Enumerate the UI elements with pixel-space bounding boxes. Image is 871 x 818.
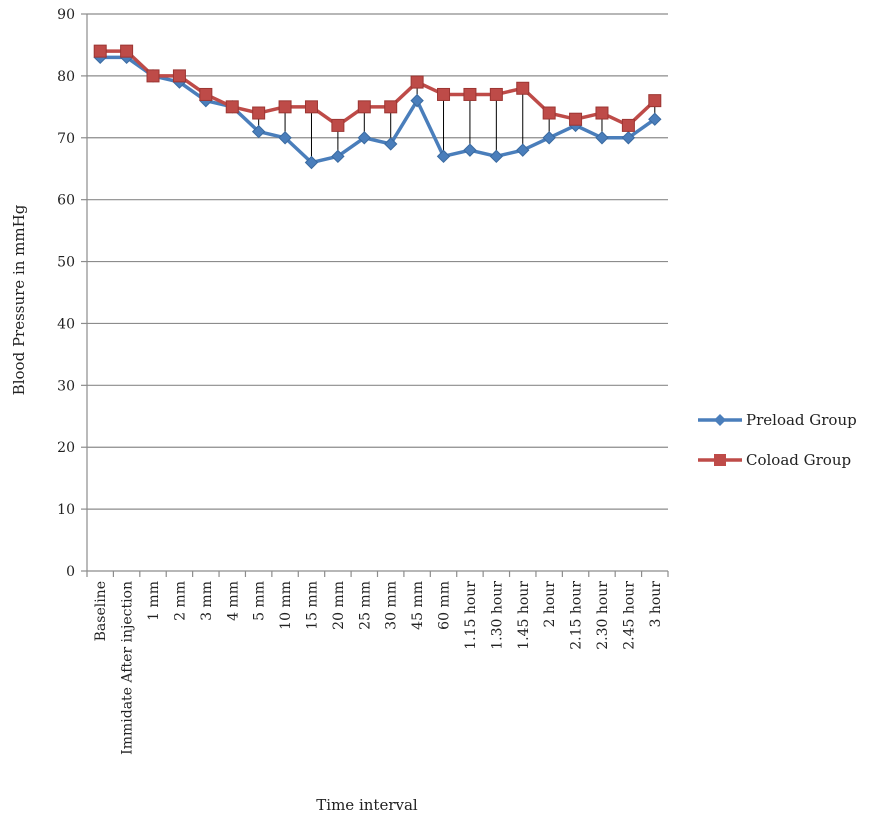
data-point — [357, 131, 372, 145]
data-point — [357, 100, 371, 114]
data-point — [410, 93, 424, 108]
x-axis-label: Time interval — [316, 796, 418, 814]
x-tick-label: 25 mm — [357, 581, 373, 630]
data-point — [595, 131, 609, 145]
data-point — [463, 143, 477, 157]
x-tick-label: 60 mm — [437, 581, 453, 630]
x-tick-label: 2.30 hour — [595, 581, 611, 650]
series-coload-group — [93, 44, 662, 132]
gridlines — [81, 13, 669, 577]
data-point — [489, 149, 504, 164]
legend-label: Preload Group — [746, 411, 857, 429]
x-tick-label: 1.45 hour — [516, 581, 532, 650]
series-group — [93, 44, 662, 170]
data-point — [199, 87, 213, 101]
data-point — [648, 112, 662, 126]
y-tick-label: 90 — [57, 7, 75, 23]
data-point — [146, 69, 160, 83]
x-tick-label: 2 mm — [172, 581, 188, 621]
x-tick-label: 10 mm — [278, 581, 294, 630]
data-point — [172, 69, 186, 83]
legend-item: Preload Group — [698, 411, 857, 429]
data-point — [383, 137, 398, 151]
x-tick-label: 1.30 hour — [489, 581, 505, 650]
data-point — [225, 100, 239, 114]
data-point — [648, 94, 662, 108]
data-point — [569, 112, 583, 126]
x-tick-label: Immidate After injection — [120, 581, 136, 755]
data-point — [621, 131, 636, 145]
data-point — [542, 106, 556, 120]
x-tick-label: 2.15 hour — [569, 581, 585, 650]
y-axis-label: Blood Pressure in mmHg — [10, 204, 28, 395]
legend: Preload Group Coload Group — [698, 411, 857, 469]
y-tick-label: 80 — [57, 69, 75, 85]
x-tick-label: 2 hour — [542, 581, 558, 628]
x-tick-label: 3 hour — [648, 581, 664, 628]
y-tick-label: 40 — [57, 316, 75, 332]
data-point — [436, 149, 451, 164]
y-tick-label: 70 — [57, 131, 75, 147]
data-point — [595, 106, 609, 120]
y-tick-label: 60 — [57, 193, 75, 209]
x-tick-label: 30 mm — [384, 581, 400, 630]
y-tick-label: 30 — [57, 378, 75, 394]
data-point — [331, 149, 345, 164]
data-point — [542, 131, 556, 145]
legend-label: Coload Group — [746, 451, 851, 469]
y-tick-label: 20 — [57, 440, 75, 456]
data-point — [410, 75, 424, 89]
x-tick-label: 5 mm — [252, 581, 268, 621]
data-point — [278, 100, 292, 114]
y-tick-label: 10 — [57, 502, 75, 518]
x-tick-label: 1.15 hour — [463, 581, 479, 650]
x-tick-labels: Baseline Immidate After injection 1 mm 2 mm… — [93, 581, 664, 755]
series-line — [100, 49, 656, 128]
data-point — [489, 87, 503, 101]
y-tick-label: 0 — [66, 564, 75, 580]
legend-item: Coload Group — [698, 451, 851, 469]
data-point — [252, 106, 266, 120]
data-point — [516, 81, 530, 95]
data-point — [304, 100, 318, 114]
data-point — [331, 118, 345, 132]
data-point — [516, 143, 530, 157]
data-point — [278, 131, 292, 145]
x-tick-label: 45 mm — [410, 581, 426, 630]
legend-marker — [714, 454, 726, 466]
legend-marker — [714, 414, 726, 426]
x-tick-label: 2.45 hour — [621, 581, 637, 650]
x-tick-label: 3 mm — [199, 581, 215, 621]
data-point — [384, 100, 398, 114]
data-point — [621, 118, 635, 132]
data-point — [304, 155, 319, 170]
data-point — [120, 44, 134, 58]
data-point — [251, 124, 266, 139]
x-tick-label: 15 mm — [304, 581, 320, 630]
data-point — [93, 44, 107, 58]
y-tick-labels: 0 10 20 30 40 50 60 70 80 90 — [57, 7, 75, 580]
x-tick-label: Baseline — [93, 581, 109, 641]
series-preload-group — [93, 50, 662, 170]
y-tick-label: 50 — [57, 255, 75, 271]
x-tick-label: 1 mm — [146, 581, 162, 621]
data-point — [437, 87, 451, 101]
series-line — [100, 55, 656, 165]
x-tick-label: 20 mm — [331, 581, 347, 630]
data-point — [463, 87, 477, 101]
x-tick-label: 4 mm — [225, 581, 241, 621]
